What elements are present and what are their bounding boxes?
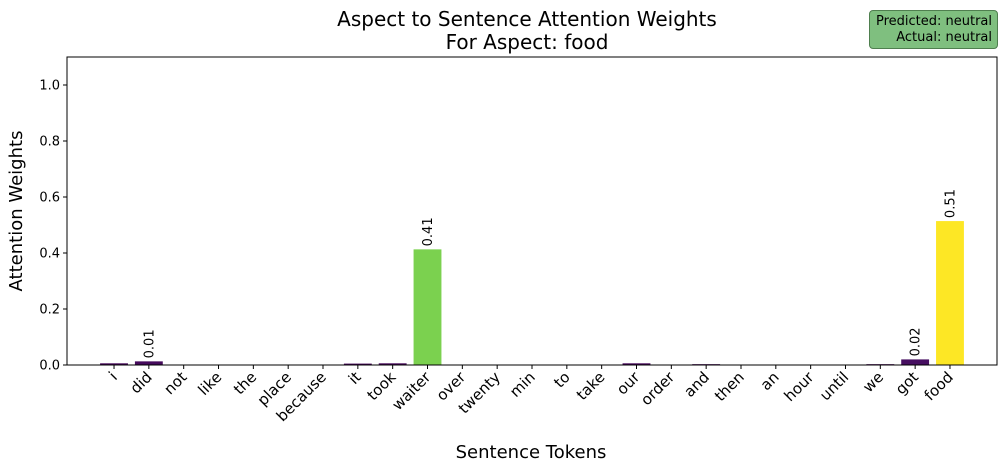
y-tick-label: 0.2 bbox=[39, 303, 60, 318]
y-tick-label: 0.6 bbox=[39, 191, 60, 206]
x-tick-label: not bbox=[160, 368, 190, 398]
bar-i bbox=[100, 363, 128, 365]
data-label: 0.01 bbox=[142, 329, 157, 358]
bar-got bbox=[901, 359, 930, 365]
actual-label: Actual: neutral bbox=[896, 30, 992, 45]
predicted-label: Predicted: neutral bbox=[875, 14, 992, 29]
x-tick-label: order bbox=[637, 368, 679, 410]
x-tick-label: food bbox=[921, 368, 957, 404]
y-axis-label: Attention Weights bbox=[6, 131, 27, 292]
bars-group bbox=[100, 221, 964, 365]
prediction-box: Predicted: neutral Actual: neutral bbox=[868, 10, 998, 49]
x-tick-label: an bbox=[757, 368, 783, 394]
y-axis-ticks: 0.0 0.2 0.4 0.6 0.8 1.0 bbox=[39, 79, 67, 374]
bar-took bbox=[378, 363, 407, 365]
data-label: 0.51 bbox=[943, 189, 958, 218]
x-tick-label: to bbox=[550, 368, 573, 391]
chart-subtitle: For Aspect: food bbox=[446, 30, 609, 54]
bar-it bbox=[343, 363, 372, 365]
bar-food bbox=[936, 221, 964, 365]
y-tick-label: 0.4 bbox=[39, 247, 60, 262]
y-tick-label: 0.8 bbox=[39, 135, 60, 150]
data-label: 0.02 bbox=[909, 327, 924, 356]
plot-frame bbox=[66, 56, 998, 366]
x-tick-label: did bbox=[127, 368, 156, 397]
x-tick-label: min bbox=[506, 368, 539, 401]
x-axis-label: Sentence Tokens bbox=[456, 442, 607, 463]
y-tick-label: 0.0 bbox=[39, 359, 60, 374]
x-tick-label: and bbox=[680, 368, 713, 401]
data-labels-group: 0.01 0.41 0.02 0.51 bbox=[142, 189, 958, 358]
x-tick-label: like bbox=[194, 368, 225, 399]
x-tick-label: hour bbox=[780, 368, 818, 406]
data-label: 0.41 bbox=[421, 217, 436, 246]
y-tick-label: 1.0 bbox=[39, 79, 60, 94]
bar-did bbox=[134, 361, 163, 365]
x-tick-label: take bbox=[573, 368, 609, 404]
chart-title: Aspect to Sentence Attention Weights bbox=[337, 7, 717, 31]
x-tick-label: waiter bbox=[388, 368, 434, 414]
x-tick-label: we bbox=[859, 368, 887, 396]
x-tick-label: got bbox=[892, 368, 922, 398]
x-tick-label: until bbox=[816, 368, 852, 404]
bar-our bbox=[622, 363, 651, 365]
x-tick-label: then bbox=[711, 368, 748, 405]
x-tick-label: it bbox=[345, 368, 365, 388]
x-tick-label: i bbox=[105, 368, 121, 384]
bar-waiter bbox=[413, 249, 442, 365]
